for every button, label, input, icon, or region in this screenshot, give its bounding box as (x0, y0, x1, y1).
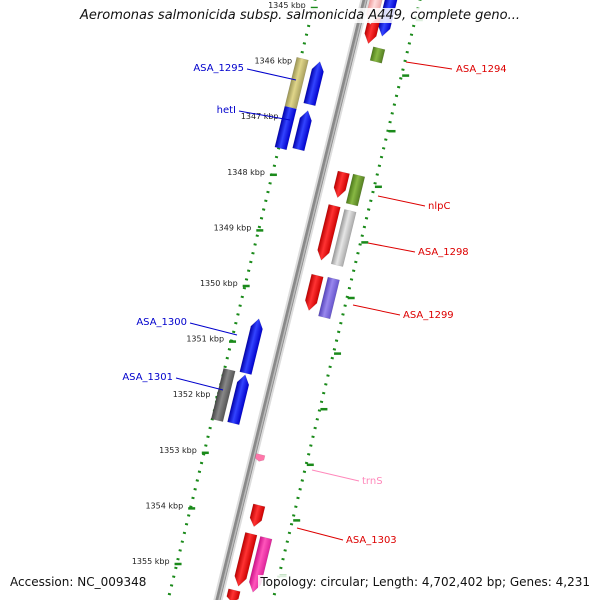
outer-dotted-guide (271, 0, 422, 600)
tick-mark: 1346 kbp (254, 57, 410, 77)
gene-label-asa-1301[interactable]: ASA_1301 (122, 372, 224, 391)
tick-mark: 1351 kbp (186, 335, 342, 355)
gene-labels: ASA_1294 ASA_1295 hetI nlpC ASA_1298 ASA_1299… (122, 61, 507, 546)
inner-dotted-guide (166, 0, 317, 600)
label-leader-line (296, 527, 344, 541)
label-leader-line (189, 322, 238, 336)
gene-asa-1299-red-arrow (304, 273, 324, 311)
label-leader-line (352, 304, 401, 316)
gene-asa-1303-lower-arrow (234, 532, 258, 587)
gene-label-text[interactable]: trnS (362, 476, 383, 487)
tick-mark: 1350 kbp (200, 279, 355, 300)
gene-asa-1300-arrow (239, 318, 263, 375)
coordinate-ticks: 1345 kbp 1346 kbp 1347 kbp 1348 kbp 1349 kbp… (132, 1, 423, 578)
genome-title: Aeromonas salmonicida subsp. salmonicida… (0, 8, 600, 23)
tick-label: 1349 kbp (214, 223, 252, 232)
gene-label-text[interactable]: nlpC (428, 201, 450, 212)
tick-label: 1353 kbp (159, 446, 197, 455)
tick-label: 1354 kbp (145, 501, 183, 510)
gene-label-asa-1295[interactable]: ASA_1295 (193, 63, 297, 81)
label-leader-line (246, 68, 297, 81)
gene-label-text[interactable]: ASA_1301 (122, 372, 173, 383)
genome-backbone (213, 0, 370, 600)
gene-label-text[interactable]: ASA_1294 (456, 64, 507, 75)
gene-asa-1294-green-arrow (369, 46, 386, 64)
gene-label-text[interactable]: ASA_1298 (418, 247, 469, 258)
gene-asa-1295-blue-arrow (303, 61, 324, 107)
tick-dotted-guides (166, 0, 422, 600)
tick-label: 1355 kbp (132, 557, 170, 566)
gene-label-asa-1300[interactable]: ASA_1300 (136, 317, 238, 336)
gene-asa-1303-pink-arrow (248, 536, 273, 593)
gene-label-asa-1294[interactable]: ASA_1294 (405, 61, 507, 75)
tick-label: 1347 kbp (241, 112, 279, 121)
label-leader-line (311, 469, 360, 482)
tick-label: 1351 kbp (186, 335, 224, 344)
gene-label-text[interactable]: hetI (217, 105, 236, 116)
tick-label: 1350 kbp (200, 279, 238, 288)
label-leader-line (405, 61, 453, 70)
label-leader-line (238, 110, 291, 121)
gene-features (210, 0, 401, 600)
tick-mark: 1354 kbp (145, 501, 301, 522)
gene-nlpc-arrow (345, 173, 366, 207)
tick-mark: 1352 kbp (173, 390, 328, 411)
gene-label-heti[interactable]: hetI (217, 105, 291, 121)
topology-summary: Topology: circular; Length: 4,702,402 bp… (258, 575, 592, 589)
gene-asa-1295-arrow (284, 56, 309, 110)
tick-label: 1352 kbp (173, 390, 211, 399)
gene-asa-1299-arrow (318, 276, 340, 320)
gene-nlpc-red-arrow (333, 170, 350, 199)
label-leader-line (377, 195, 426, 207)
gene-asa-1298-red-arrow (317, 204, 341, 261)
gene-label-asa-1303[interactable]: ASA_1303 (296, 527, 397, 546)
gene-label-asa-1298[interactable]: ASA_1298 (367, 242, 469, 258)
accession-text: Accession: NC_009348 (8, 575, 149, 589)
gene-asa-1301-dark-arrow (210, 368, 236, 422)
tick-label: 1345 kbp (268, 1, 306, 10)
gene-label-nlpc[interactable]: nlpC (377, 195, 450, 212)
gene-bottom-red-arrow (226, 588, 241, 600)
tick-mark: 1349 kbp (214, 223, 369, 244)
tick-label: 1348 kbp (227, 168, 265, 177)
gene-asa-1301-arrow (227, 374, 250, 426)
gene-label-text[interactable]: ASA_1299 (403, 310, 454, 321)
gene-trns-arrow (254, 453, 266, 462)
gene-asa-1303-arrow (249, 503, 266, 528)
gene-label-asa-1299[interactable]: ASA_1299 (352, 304, 454, 321)
tick-label: 1346 kbp (254, 57, 292, 66)
gene-heti-arrow (274, 105, 297, 151)
gene-label-trns[interactable]: trnS (311, 469, 383, 487)
gene-label-text[interactable]: ASA_1295 (193, 63, 244, 74)
tick-mark: 1353 kbp (159, 446, 314, 467)
gene-heti-blue-arrow (292, 110, 312, 152)
gene-asa-1298-arrow (330, 209, 357, 267)
tick-mark: 1348 kbp (227, 168, 382, 189)
label-leader-line (367, 242, 416, 253)
gene-label-text[interactable]: ASA_1303 (346, 535, 397, 546)
gene-label-text[interactable]: ASA_1300 (136, 317, 187, 328)
label-leader-line (175, 377, 224, 391)
